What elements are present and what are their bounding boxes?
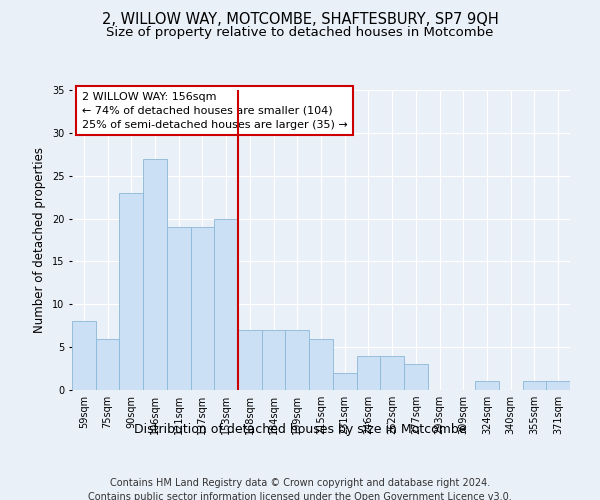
Text: Contains HM Land Registry data © Crown copyright and database right 2024.
Contai: Contains HM Land Registry data © Crown c… <box>88 478 512 500</box>
Bar <box>356 356 380 390</box>
Bar <box>380 356 404 390</box>
Text: 2 WILLOW WAY: 156sqm
← 74% of detached houses are smaller (104)
25% of semi-deta: 2 WILLOW WAY: 156sqm ← 74% of detached h… <box>82 92 348 130</box>
Bar <box>72 322 96 390</box>
Bar <box>309 338 333 390</box>
Bar <box>262 330 286 390</box>
Bar <box>475 382 499 390</box>
Bar <box>96 338 119 390</box>
Bar <box>286 330 309 390</box>
Bar <box>546 382 570 390</box>
Bar <box>143 158 167 390</box>
Bar <box>214 218 238 390</box>
Bar <box>404 364 428 390</box>
Bar <box>167 227 191 390</box>
Text: Size of property relative to detached houses in Motcombe: Size of property relative to detached ho… <box>106 26 494 39</box>
Text: 2, WILLOW WAY, MOTCOMBE, SHAFTESBURY, SP7 9QH: 2, WILLOW WAY, MOTCOMBE, SHAFTESBURY, SP… <box>101 12 499 28</box>
Bar <box>238 330 262 390</box>
Text: Distribution of detached houses by size in Motcombe: Distribution of detached houses by size … <box>134 422 466 436</box>
Bar <box>333 373 356 390</box>
Bar <box>191 227 214 390</box>
Bar <box>523 382 546 390</box>
Y-axis label: Number of detached properties: Number of detached properties <box>34 147 46 333</box>
Bar <box>119 193 143 390</box>
